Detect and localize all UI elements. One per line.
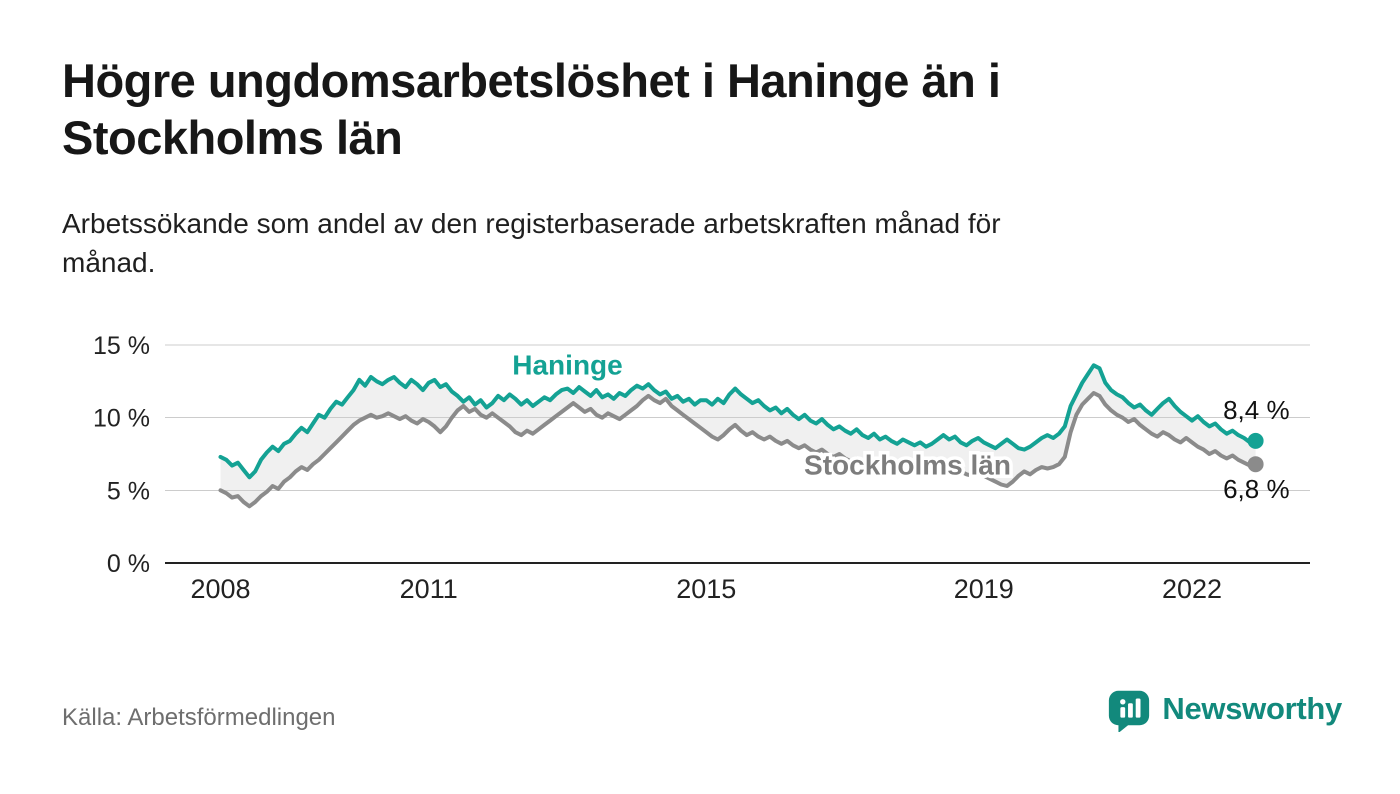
- y-tick-label: 10 %: [93, 405, 150, 433]
- x-tick-label: 2015: [676, 574, 736, 604]
- series-line-haninge: [218, 363, 1258, 480]
- chart-area: 0 % 5 % 10 % 15 % 2008 2011 2015 2019 2022 8,4 % 6…: [0, 315, 1400, 625]
- series-label-haninge: Haninge: [512, 349, 622, 380]
- line-chart: 0 % 5 % 10 % 15 % 2008 2011 2015 2019 2022 8,4 % 6…: [93, 332, 1310, 604]
- x-tick-label: 2019: [954, 574, 1014, 604]
- x-tick-label: 2011: [400, 574, 458, 604]
- y-tick-label: 5 %: [107, 477, 150, 505]
- series-end-dot-stockholms-l-n: [1247, 456, 1264, 473]
- source-note: Källa: Arbetsförmedlingen: [62, 704, 336, 731]
- series-end-label-stockholms-l-n: 6,8 %: [1223, 474, 1290, 504]
- chart-subtitle: Arbetssökande som andel av den registerb…: [62, 208, 1001, 279]
- y-tick-label: 15 %: [93, 332, 150, 360]
- x-tick-label: 2008: [190, 574, 250, 604]
- series-end-label-haninge: 8,4 %: [1223, 395, 1290, 425]
- series-end-dot-haninge: [1247, 432, 1264, 449]
- newsworthy-logo-text: Newsworthy: [1162, 691, 1342, 726]
- chart-title: Högre ungdomsarbetslöshet i Haninge än i…: [62, 54, 1001, 165]
- series-label-stockholms-l-n: Stockholms län: [804, 450, 1011, 481]
- series-line-stockholms-l-n: [218, 391, 1258, 509]
- y-tick-label: 0 %: [107, 550, 150, 578]
- bar-chart-speech-bubble-icon: [1109, 690, 1150, 732]
- x-tick-label: 2022: [1162, 574, 1222, 604]
- newsworthy-logo: Newsworthy: [1106, 686, 1342, 732]
- band-between-series: [220, 365, 1256, 507]
